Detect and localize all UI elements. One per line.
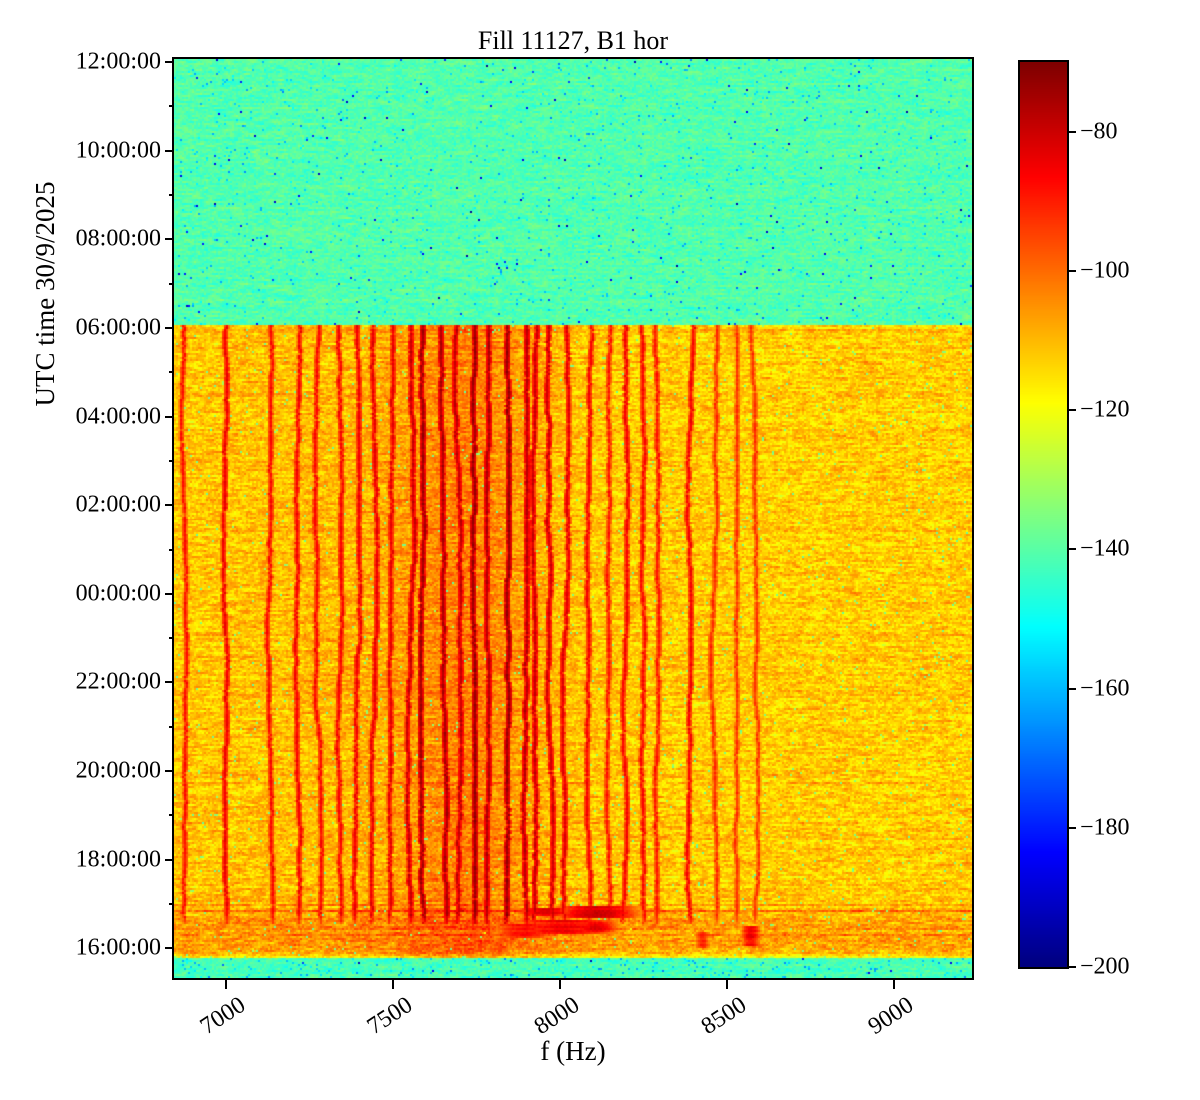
y-tick-label-02:00:00: 02:00:00 (75, 491, 161, 518)
colorbar-tick-label--80: −80 (1080, 118, 1118, 145)
y-major-tick (165, 681, 174, 684)
colorbar-tick (1069, 687, 1076, 690)
y-major-tick (165, 326, 174, 329)
y-tick-label-00:00:00: 00:00:00 (75, 580, 161, 607)
x-axis-label: f (Hz) (540, 1036, 606, 1066)
y-major-tick (165, 770, 174, 773)
y-minor-tick (169, 459, 174, 462)
y-tick-label-12:00:00: 12:00:00 (75, 48, 161, 75)
y-major-tick (165, 947, 174, 950)
colorbar-tick (1069, 409, 1076, 412)
y-major-tick (165, 592, 174, 595)
colorbar-tick-label--140: −140 (1080, 535, 1130, 562)
x-major-tick (892, 980, 895, 989)
y-minor-tick (169, 548, 174, 551)
colorbar-tick (1069, 548, 1076, 551)
y-minor-tick (169, 814, 174, 817)
y-minor-tick (169, 903, 174, 905)
y-axis-label: UTC time 30/9/2025 (30, 181, 60, 406)
y-major-tick (165, 858, 174, 861)
colorbar-tick (1069, 826, 1076, 829)
y-major-tick (165, 149, 174, 152)
colorbar-tick (1069, 966, 1076, 968)
spectrogram-heatmap (174, 59, 972, 978)
y-tick-label-20:00:00: 20:00:00 (75, 757, 161, 784)
y-minor-tick (169, 282, 174, 285)
y-minor-tick (169, 371, 174, 374)
y-minor-tick (169, 725, 174, 728)
y-major-tick (165, 238, 174, 241)
y-tick-label-10:00:00: 10:00:00 (75, 137, 161, 164)
y-tick-label-16:00:00: 16:00:00 (75, 934, 161, 961)
colorbar-tick-label--120: −120 (1080, 396, 1130, 423)
colorbar-tick-label--180: −180 (1080, 814, 1130, 841)
y-minor-tick (169, 105, 174, 108)
x-major-tick (391, 980, 394, 989)
y-major-tick (165, 504, 174, 507)
y-tick-label-18:00:00: 18:00:00 (75, 846, 161, 873)
x-major-tick (558, 980, 561, 989)
colorbar-tick-label--200: −200 (1080, 953, 1130, 980)
colorbar-tick-label--100: −100 (1080, 257, 1130, 284)
y-tick-label-22:00:00: 22:00:00 (75, 668, 161, 695)
colorbar-tick-label--160: −160 (1080, 675, 1130, 702)
y-minor-tick (169, 194, 174, 197)
y-tick-label-08:00:00: 08:00:00 (75, 225, 161, 252)
chart-title: Fill 11127, B1 hor (477, 26, 669, 55)
y-major-tick (165, 415, 174, 418)
x-major-tick (224, 980, 227, 989)
y-tick-label-04:00:00: 04:00:00 (75, 403, 161, 430)
colorbar-tick (1069, 130, 1076, 133)
x-major-tick (725, 980, 728, 989)
colorbar-tick (1069, 269, 1076, 272)
colorbar (1020, 62, 1067, 967)
y-major-tick (165, 61, 174, 64)
y-minor-tick (169, 637, 174, 640)
y-tick-label-06:00:00: 06:00:00 (75, 314, 161, 341)
